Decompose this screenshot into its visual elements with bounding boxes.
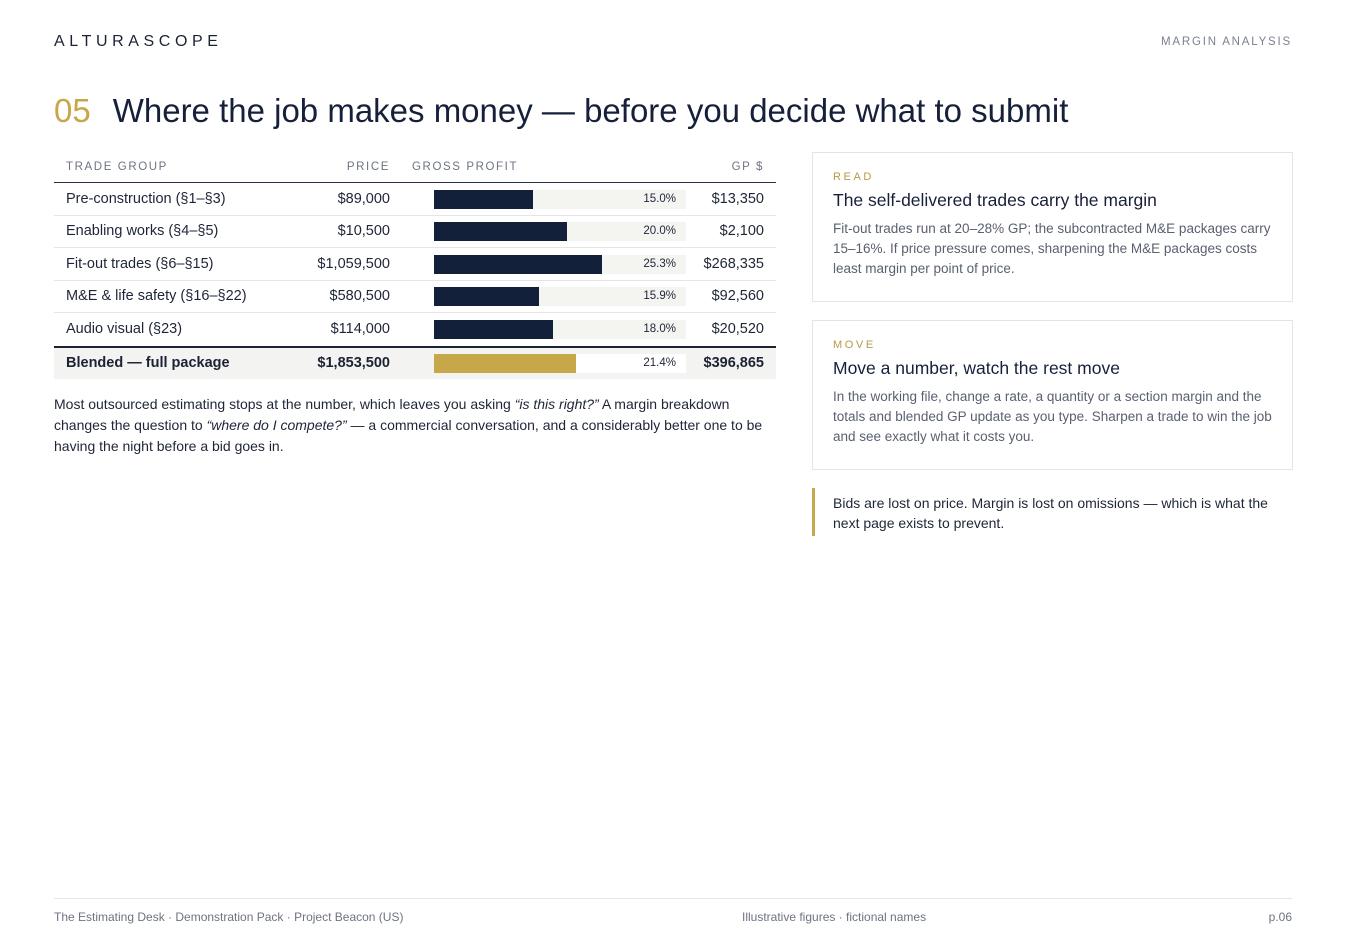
body-text-part: — a commercial conversation, and a consi…: [54, 417, 763, 454]
blended-name: Blended — full package: [66, 355, 230, 371]
gp-percent: 15.9%: [643, 290, 676, 303]
page-title: Where the job makes money — before you d…: [112, 92, 1069, 129]
gp-bar: [434, 222, 567, 242]
blended-bar-track: 21.4%: [434, 354, 686, 373]
body-quote: “where do I compete?”: [206, 417, 347, 433]
blended-price: $1,853,500: [317, 355, 390, 371]
gp-bar: [434, 320, 553, 340]
section-number: 05: [54, 92, 91, 129]
move-card: MOVE Move a number, watch the rest move …: [812, 320, 1293, 470]
trade-name: Pre-construction (§1–§3): [66, 190, 226, 207]
page-heading: 05 Where the job makes money — before yo…: [54, 92, 1068, 130]
gp-percent: 18.0%: [643, 323, 676, 336]
trade-price: $89,000: [337, 190, 390, 207]
gp-percent: 15.0%: [643, 192, 676, 205]
table-header: TRADE GROUP PRICE GROSS PROFIT GP $: [54, 152, 776, 183]
section-label: MARGIN ANALYSIS: [1161, 36, 1292, 48]
read-body: Fit-out trades run at 20–28% GP; the sub…: [833, 221, 1271, 276]
brand-wordmark: ALTURASCOPE: [54, 33, 223, 50]
trade-price: $1,059,500: [317, 255, 390, 272]
footer-left: The Estimating Desk · Demonstration Pack…: [54, 910, 404, 924]
blended-gp-percent: 21.4%: [643, 357, 676, 369]
body-paragraph: Most outsourced estimating stops at the …: [54, 394, 776, 457]
trade-price: $10,500: [337, 223, 390, 240]
footer-divider: [54, 898, 1292, 899]
trade-gp: $268,335: [703, 255, 764, 272]
table-row: Enabling works (§4–§5) $10,500 20.0% $2,…: [54, 216, 776, 248]
body-quote: “is this right?”: [514, 396, 599, 412]
gp-bar-track: 15.0%: [434, 189, 686, 209]
header-trade-group: TRADE GROUP: [66, 161, 168, 173]
trade-price: $580,500: [329, 288, 390, 305]
table-body: Pre-construction (§1–§3) $89,000 15.0% $…: [54, 183, 776, 346]
header-gp: GP $: [731, 161, 764, 173]
header-price: PRICE: [346, 161, 390, 173]
trade-gp: $13,350: [711, 190, 764, 207]
gp-bar-track: 15.9%: [434, 287, 686, 307]
trade-name: Audio visual (§23): [66, 321, 183, 338]
page-number: p.06: [1268, 910, 1292, 924]
table-row: Fit-out trades (§6–§15) $1,059,500 25.3%…: [54, 248, 776, 281]
gp-bar: [434, 189, 533, 209]
read-card: READ The self-delivered trades carry the…: [812, 152, 1293, 302]
pull-quote: Bids are lost on price. Margin is lost o…: [812, 488, 1293, 536]
read-title: The self-delivered trades carry the marg…: [833, 190, 1157, 210]
body-text-part: Most outsourced estimating stops at the …: [54, 396, 515, 412]
trade-name: Fit-out trades (§6–§15): [66, 255, 214, 272]
header-gross-profit: GROSS PROFIT: [412, 161, 519, 173]
table-row: Pre-construction (§1–§3) $89,000 15.0% $…: [54, 183, 776, 216]
gp-bar: [434, 254, 602, 274]
trade-gp: $20,520: [711, 321, 764, 338]
move-body: In the working file, change a rate, a qu…: [833, 389, 1272, 444]
margin-table: TRADE GROUP PRICE GROSS PROFIT GP $ Pre-…: [54, 152, 776, 379]
trade-name: M&E & life safety (§16–§22): [66, 288, 247, 305]
trade-name: Enabling works (§4–§5): [66, 223, 219, 240]
blended-row: Blended — full package $1,853,500 21.4% …: [54, 345, 776, 379]
table-row: Audio visual (§23) $114,000 18.0% $20,52…: [54, 313, 776, 346]
table-row: M&E & life safety (§16–§22) $580,500 15.…: [54, 281, 776, 313]
blended-gp: $396,865: [703, 355, 764, 371]
trade-price: $114,000: [330, 321, 390, 338]
gp-percent: 20.0%: [643, 225, 676, 238]
gp-percent: 25.3%: [643, 257, 676, 270]
blended-gp-bar: [434, 354, 576, 373]
move-kicker: MOVE: [833, 339, 876, 351]
trade-gp: $92,560: [711, 288, 764, 305]
gp-bar: [434, 287, 539, 307]
gp-bar-track: 18.0%: [434, 320, 686, 340]
gp-bar-track: 25.3%: [434, 254, 686, 274]
read-kicker: READ: [833, 171, 874, 183]
move-title: Move a number, watch the rest move: [833, 358, 1120, 378]
footer-disclaimer: Illustrative figures · fictional names: [742, 910, 927, 924]
body-text-part: A margin breakdown changes the question …: [54, 396, 730, 433]
gp-bar-track: 20.0%: [434, 222, 686, 242]
trade-gp: $2,100: [719, 223, 764, 240]
